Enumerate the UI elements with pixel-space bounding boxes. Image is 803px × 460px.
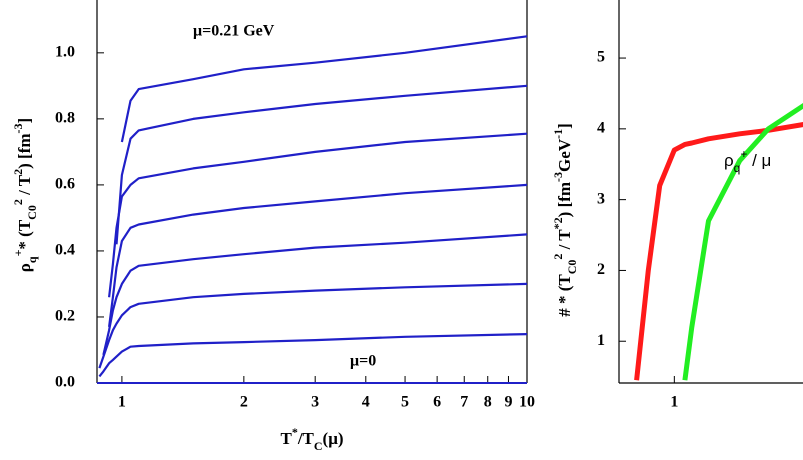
- data-line: [108, 132, 528, 298]
- y-axis-title-part: C0: [25, 205, 39, 220]
- y-axis-title: ρq+* (TC02 / T2) [fm-3]: [11, 118, 39, 272]
- y-axis-title-part: C0: [565, 260, 579, 275]
- y-axis-title-part: / T: [15, 174, 34, 199]
- x-tick-label: 5: [401, 394, 409, 411]
- y-axis-title-part: q: [25, 256, 39, 263]
- annotation: μ=0: [350, 353, 376, 370]
- y-axis-title-part: * (T: [15, 219, 34, 249]
- data-line: [102, 233, 528, 356]
- x-tick-label: 8: [484, 394, 492, 411]
- annotation-part: +: [740, 147, 747, 161]
- x-axis-title: T*/TC(μ): [280, 425, 343, 453]
- y-axis-title-part: +: [11, 249, 25, 256]
- x-axis-title-part: T: [280, 429, 292, 448]
- data-line: [120, 35, 528, 143]
- x-axis-title-part: *: [292, 425, 298, 439]
- y-axis-title-part: # * (T: [555, 274, 574, 317]
- y-tick-label: 3: [597, 190, 605, 207]
- y-tick-label: 1.0: [55, 43, 75, 60]
- data-line: [98, 333, 528, 378]
- y-axis-title-part: GeV: [555, 138, 574, 172]
- y-axis-title-part: -3: [551, 172, 565, 182]
- data-line: [98, 282, 528, 369]
- x-axis-title-part: C: [314, 439, 323, 453]
- y-tick-label: 0.0: [55, 374, 75, 391]
- y-axis-title-part: -1: [551, 129, 565, 139]
- data-line: [115, 84, 528, 245]
- x-tick-label: 1: [670, 394, 678, 411]
- annotation-part: q: [734, 161, 741, 175]
- y-axis-title: # * (TC02 / T*2) [fm-3GeV-1]: [551, 123, 579, 317]
- x-axis-title-part: (μ): [323, 429, 344, 448]
- y-axis-title-part: -3: [11, 123, 25, 133]
- annotation-part: ρ: [724, 151, 734, 170]
- y-axis-title-part: / T: [555, 229, 574, 254]
- y-axis-title-part: ) [fm: [555, 182, 574, 217]
- x-tick-label: 1: [118, 394, 126, 411]
- annotation: ρq+ / μ: [724, 147, 771, 175]
- y-tick-label: 0.6: [55, 176, 75, 193]
- annotation: μ=0.21 GeV: [193, 23, 275, 40]
- x-axis-title-part: /T: [297, 429, 315, 448]
- y-tick-label: 0.8: [55, 110, 75, 127]
- y-axis-title-part: 2: [551, 254, 565, 260]
- x-tick-label: 9: [504, 394, 512, 411]
- x-tick-label: 4: [362, 394, 370, 411]
- y-axis-title-part: *2: [551, 217, 565, 229]
- data-line: [682, 102, 803, 381]
- y-tick-label: 1: [597, 332, 605, 349]
- x-tick-label: 6: [433, 394, 441, 411]
- annotation-part: / μ: [747, 151, 771, 170]
- y-axis-title-part: 2: [11, 199, 25, 205]
- y-axis-title-part: ) [fm: [15, 133, 34, 168]
- y-tick-label: 0.2: [55, 308, 75, 325]
- y-axis-title-part: 2: [11, 169, 25, 175]
- y-axis-title-part: ρ: [15, 263, 34, 272]
- y-axis-title-part: ]: [15, 118, 34, 124]
- x-tick-label: 3: [311, 394, 319, 411]
- y-axis-title-part: ]: [555, 123, 574, 129]
- y-tick-label: 2: [597, 261, 605, 278]
- x-tick-label: 2: [240, 394, 248, 411]
- x-tick-label: 10: [519, 394, 535, 411]
- data-line: [108, 183, 528, 328]
- y-tick-label: 0.4: [55, 242, 75, 259]
- y-tick-label: 5: [597, 49, 605, 66]
- x-tick-label: 7: [460, 394, 468, 411]
- data-line: [634, 122, 803, 381]
- y-tick-label: 4: [597, 120, 605, 137]
